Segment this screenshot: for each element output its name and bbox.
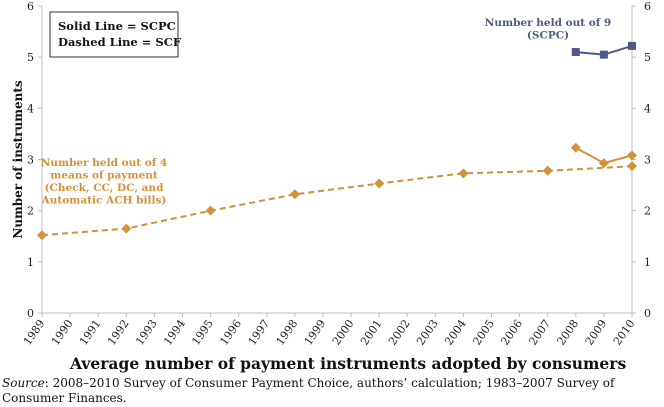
- data-point-diamond: [37, 230, 47, 241]
- x-tick-label: 1996: [217, 317, 244, 347]
- y-tick-label-right: 6: [644, 0, 651, 13]
- y-tick-label-right: 0: [644, 307, 651, 320]
- y-tick-label-left: 3: [27, 154, 34, 167]
- annotation-scpc-text: Number held out of 9: [485, 17, 611, 29]
- x-tick-label: 1998: [274, 317, 301, 347]
- y-tick-label-right: 5: [644, 51, 651, 64]
- y-tick-label-left: 1: [27, 256, 34, 269]
- x-tick-label: 1991: [77, 317, 104, 347]
- x-tick-label: 1992: [105, 317, 132, 347]
- data-point-diamond: [374, 178, 385, 189]
- data-point-square: [628, 41, 636, 50]
- y-tick-label-left: 4: [27, 102, 34, 115]
- x-tick-label: 1995: [189, 317, 216, 347]
- x-tick-label: 1990: [49, 317, 76, 347]
- x-tick-label: 1999: [302, 317, 329, 347]
- y-tick-label-right: 1: [644, 256, 651, 269]
- data-point-diamond: [598, 158, 609, 169]
- source-label: Source: [2, 376, 45, 390]
- x-tick-label: 2001: [358, 317, 385, 347]
- x-tick-label: 2000: [330, 317, 357, 347]
- x-tick-label: 2009: [583, 317, 610, 347]
- y-tick-label-left: 2: [27, 205, 34, 218]
- annotation-scf-text: Number held out of 4: [41, 157, 167, 169]
- x-tick-label: 1994: [161, 317, 188, 347]
- x-tick-label: 2002: [386, 317, 413, 347]
- x-tick-label: 2005: [470, 317, 497, 347]
- y-tick-label-right: 4: [644, 102, 651, 115]
- x-tick-label: 1997: [246, 317, 273, 347]
- annotation-scf-text: means of payment: [50, 170, 158, 182]
- y-tick-label-left: 5: [27, 51, 34, 64]
- y-axis-title: Number of instruments: [11, 80, 25, 238]
- annotation-scf-text: (Check, CC, DC, and: [45, 182, 164, 194]
- data-point-square: [599, 50, 608, 59]
- data-point-diamond: [121, 223, 132, 234]
- annotation-scf-text: Automatic ACH bills): [41, 195, 167, 207]
- data-point-diamond: [627, 150, 637, 161]
- x-tick-label: 2004: [442, 317, 469, 347]
- y-tick-label-right: 3: [644, 154, 651, 167]
- y-tick-label-left: 0: [27, 307, 34, 320]
- x-tick-label: 2008: [555, 317, 582, 347]
- x-tick-label: 2003: [414, 317, 441, 347]
- legend-entry: Dashed Line = SCF: [58, 35, 182, 49]
- y-tick-label-left: 6: [27, 0, 34, 13]
- data-point-diamond: [289, 189, 300, 200]
- x-tick-label: 2007: [526, 317, 553, 347]
- data-point-diamond: [627, 161, 637, 172]
- data-point-square: [571, 48, 580, 57]
- data-point-diamond: [570, 142, 581, 153]
- source-text: : 2008–2010 Survey of Consumer Payment C…: [2, 376, 615, 405]
- data-point-diamond: [542, 165, 553, 176]
- x-tick-label: 2010: [611, 317, 638, 347]
- x-tick-label: 1989: [21, 317, 48, 347]
- chart-title: Average number of payment instruments ad…: [70, 354, 627, 373]
- annotation-scpc-text: (SCPC): [527, 30, 569, 42]
- legend-entry: Solid Line = SCPC: [58, 19, 176, 33]
- source-note: Source: 2008–2010 Survey of Consumer Pay…: [2, 376, 642, 406]
- data-point-diamond: [458, 168, 469, 179]
- x-tick-label: 1993: [133, 317, 160, 347]
- x-tick-label: 2006: [498, 317, 525, 347]
- data-point-diamond: [205, 205, 216, 216]
- y-tick-label-right: 2: [644, 205, 651, 218]
- legend-box: [49, 11, 179, 58]
